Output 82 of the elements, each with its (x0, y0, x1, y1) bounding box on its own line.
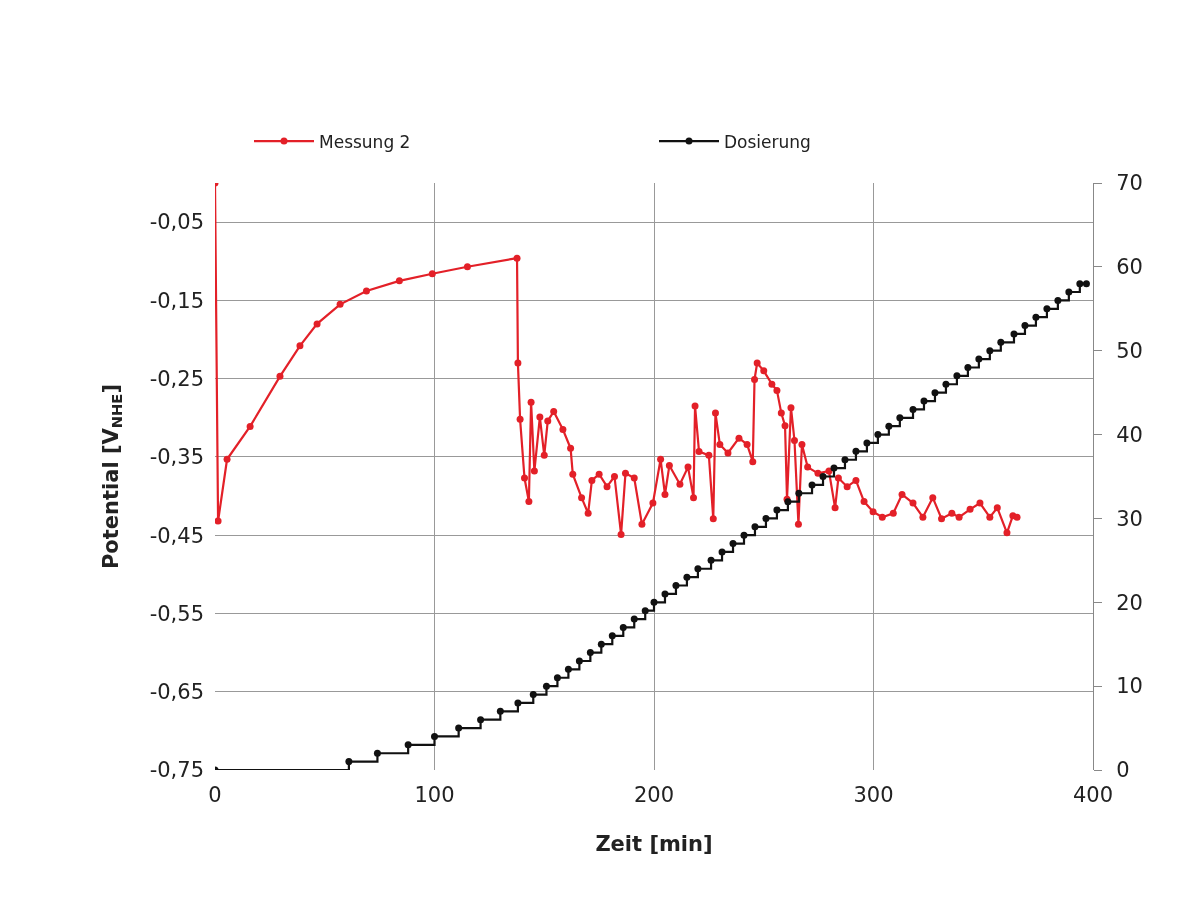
y2-tick-label: 40 (1116, 422, 1143, 447)
point (997, 338, 1005, 346)
point (630, 615, 638, 623)
point (1065, 288, 1073, 296)
point (975, 355, 983, 363)
point (661, 590, 669, 598)
point (373, 749, 381, 757)
y2-tick-label: 0 (1116, 758, 1130, 783)
point (619, 623, 627, 631)
point (431, 732, 438, 740)
y2-tick-label: 60 (1116, 255, 1143, 280)
y-tick-label: -0,75 (149, 758, 204, 783)
point (729, 540, 737, 548)
y-tick-label: -0,05 (149, 210, 204, 235)
y-tick-label: -0,55 (149, 601, 204, 626)
point (1021, 322, 1029, 330)
point (529, 691, 537, 699)
point (874, 431, 882, 439)
point (641, 607, 649, 615)
y-tick-label: -0,45 (149, 523, 204, 548)
point (830, 464, 838, 472)
y-tick-label: -0,65 (149, 680, 204, 705)
y2-tick-label: 20 (1116, 590, 1143, 615)
point (496, 707, 504, 715)
point (1032, 313, 1040, 321)
y-tick-label: -0,15 (149, 288, 204, 313)
point (345, 758, 353, 766)
point (477, 716, 485, 724)
point (751, 523, 759, 531)
point (1010, 330, 1018, 338)
point (863, 439, 871, 447)
x-tick-label: 300 (853, 783, 894, 807)
point (575, 657, 583, 665)
y2-tick-label: 10 (1116, 674, 1143, 699)
point (597, 640, 605, 648)
point (740, 531, 748, 539)
point (852, 447, 860, 455)
y2-tick-label: 50 (1116, 339, 1143, 364)
point (694, 565, 702, 573)
point (586, 649, 594, 657)
point (1076, 280, 1084, 288)
point (920, 397, 928, 405)
y-tick-label: -0,25 (149, 367, 204, 392)
point (553, 674, 561, 682)
point (564, 665, 572, 673)
x-tick-label: 400 (1072, 783, 1114, 807)
x-tick-label: 200 (633, 783, 675, 807)
legend-label: Dosierung (724, 131, 811, 152)
point (896, 414, 904, 422)
point (608, 632, 616, 640)
point (841, 456, 849, 464)
point (650, 598, 658, 606)
point (773, 506, 781, 514)
x-tick-label: 100 (414, 783, 455, 807)
point (808, 481, 816, 489)
point (514, 699, 522, 707)
point (683, 573, 691, 581)
point (672, 582, 680, 590)
point (953, 372, 961, 380)
point (931, 389, 939, 397)
point (885, 422, 893, 430)
point (1043, 305, 1051, 313)
point (942, 380, 950, 388)
point (707, 556, 715, 564)
point (542, 682, 550, 690)
point (986, 347, 994, 355)
point (964, 363, 972, 371)
x-tick-label: 0 (208, 783, 222, 807)
y-tick-label: -0,35 (149, 445, 204, 470)
x-axis-title: Zeit [min] (595, 832, 713, 857)
point (1054, 296, 1062, 304)
legend-label: Messung 2 (319, 131, 411, 152)
point (404, 741, 412, 749)
point (795, 489, 803, 497)
point (718, 548, 726, 556)
point (819, 473, 827, 480)
point (909, 405, 917, 413)
y2-tick-label: 30 (1116, 506, 1143, 531)
point (762, 514, 770, 522)
point (1082, 280, 1090, 288)
y2-tick-label: 70 (1116, 171, 1143, 196)
point (455, 724, 463, 732)
